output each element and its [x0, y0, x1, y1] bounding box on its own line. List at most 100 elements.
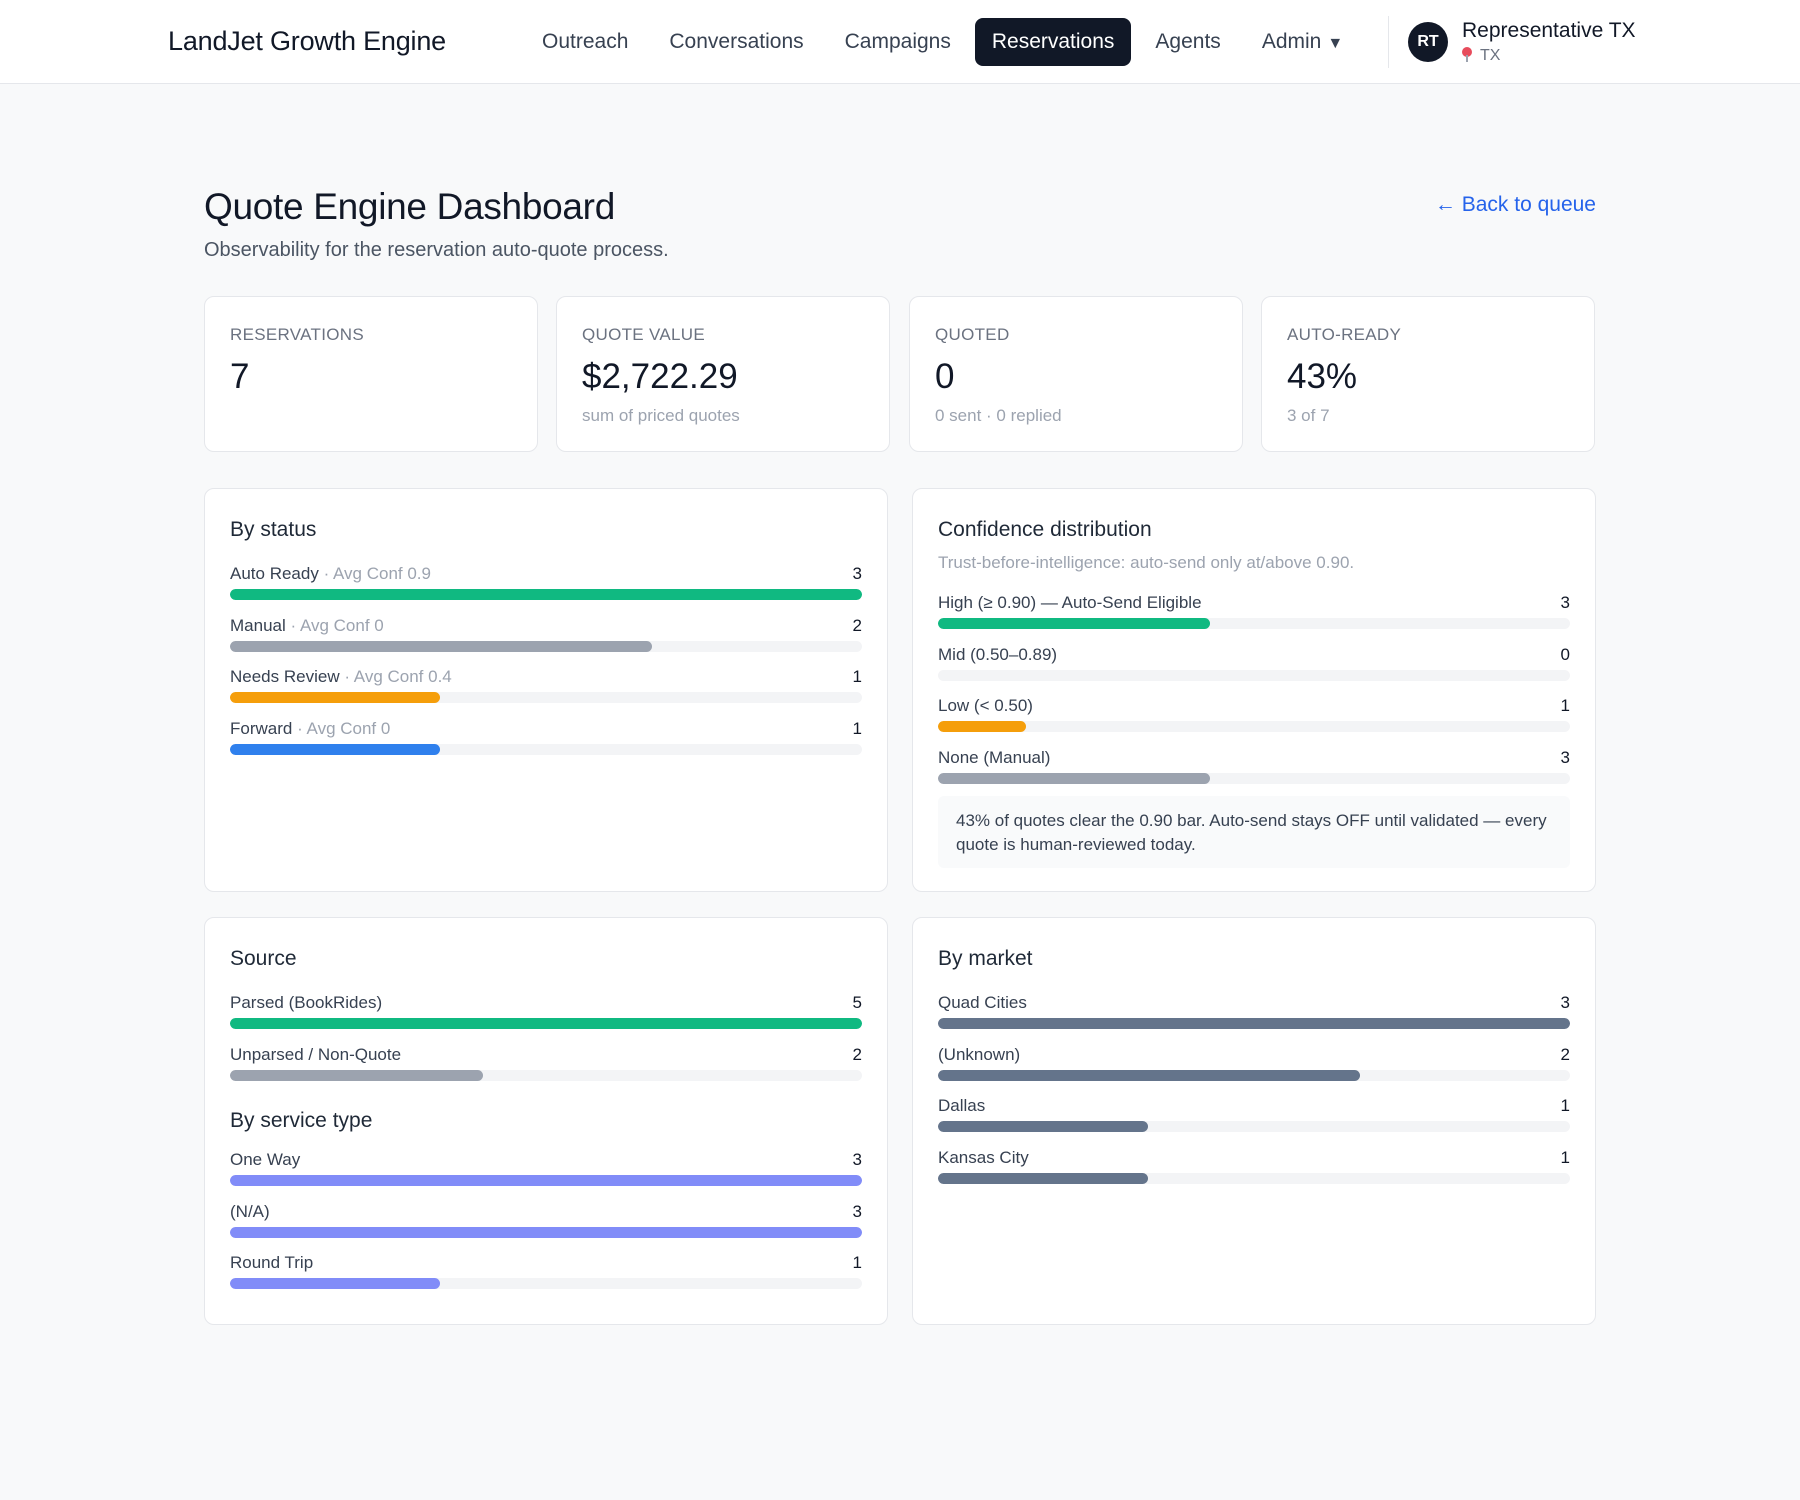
- bar-fill: [938, 772, 1210, 784]
- bar-count: 1: [852, 667, 862, 686]
- bar-count: 3: [1560, 593, 1570, 612]
- bar-label-text: Needs Review: [230, 667, 340, 686]
- bar-label-text: Kansas City: [938, 1147, 1029, 1167]
- bar-count: 3: [852, 564, 862, 583]
- bar-track: [230, 1018, 862, 1029]
- stat-value: 7: [230, 357, 250, 396]
- bar-count: 0: [1560, 644, 1570, 664]
- stat-value: 0: [935, 357, 955, 396]
- bar-label-text: Dallas: [938, 1096, 986, 1115]
- stat-subtext: 0 sent · 0 replied: [935, 406, 1062, 425]
- bar-row: (N/A) 3: [230, 1202, 862, 1246]
- bar-row: Auto Ready · Avg Conf 0.9 3: [230, 564, 862, 608]
- source-panel: Source Parsed (BookRides) 5 Unparsed / Non…: [204, 917, 888, 1325]
- bar-track: [230, 1175, 862, 1186]
- nav-agents[interactable]: Agents: [1155, 30, 1221, 53]
- bar-row: Kansas City 1: [938, 1148, 1570, 1192]
- bar-count: 1: [1560, 1147, 1570, 1167]
- bar-track: [230, 1278, 862, 1289]
- nav-admin-dropdown[interactable]: Admin ▼: [1245, 18, 1360, 66]
- bar-label-text: Forward: [230, 718, 293, 738]
- bar-count: 2: [1560, 1044, 1570, 1064]
- bar-count: 2: [852, 1044, 862, 1064]
- bar-count: 3: [852, 1201, 862, 1221]
- bar-row: Needs Review · Avg Conf 0.4 1: [230, 667, 862, 711]
- bar-fill: [938, 618, 1210, 629]
- nav-campaigns[interactable]: Campaigns: [844, 30, 951, 53]
- panel-title: By market: [938, 947, 1033, 970]
- bar-track: [938, 1018, 1570, 1029]
- bar-label-detail: Avg Conf 0.4: [353, 667, 452, 686]
- bar-fill: [230, 743, 441, 755]
- bar-label: Dallas: [938, 1096, 985, 1116]
- bar-track: [938, 721, 1570, 732]
- panel-title: Confidence distribution: [938, 518, 1152, 541]
- page-title: Quote Engine Dashboard: [204, 186, 615, 227]
- user-location: TX: [1462, 47, 1500, 65]
- bar-label: Auto Ready · Avg Conf 0.9: [230, 564, 431, 584]
- bar-label: None (Manual): [938, 748, 1050, 768]
- bar-count: 1: [1560, 1096, 1570, 1115]
- bar-track: [230, 589, 862, 600]
- avatar[interactable]: RT: [1408, 22, 1448, 62]
- nav-outreach[interactable]: Outreach: [542, 30, 629, 53]
- bar-fill: [230, 1069, 483, 1081]
- separator-dot: ·: [339, 667, 354, 686]
- bar-count: 2: [852, 615, 862, 635]
- bar-fill: [230, 640, 652, 652]
- bar-label-text: Quad Cities: [938, 993, 1027, 1012]
- stat-card-auto-ready: AUTO-READY 43% 3 of 7: [1261, 296, 1595, 452]
- bar-label-detail: Avg Conf 0: [299, 615, 384, 635]
- bar-label-text: Round Trip: [230, 1253, 314, 1272]
- bar-track: [938, 1121, 1570, 1132]
- bar-label-text: None (Manual): [938, 747, 1051, 767]
- bar-fill: [230, 1226, 862, 1238]
- stat-label: QUOTE VALUE: [582, 325, 705, 344]
- nav-divider: [1388, 16, 1389, 68]
- panel-title: By status: [230, 518, 317, 541]
- bar-row: Round Trip 1: [230, 1253, 862, 1297]
- bar-track: [938, 1069, 1570, 1081]
- bar-row: Dallas 1: [938, 1096, 1570, 1140]
- bar-fill: [938, 1121, 1149, 1132]
- bar-label: (N/A): [230, 1202, 270, 1222]
- stat-value: 43%: [1287, 357, 1358, 396]
- user-name: Representative TX: [1462, 19, 1636, 42]
- bar-row: Low (< 0.50) 1: [938, 696, 1570, 740]
- bar-label: Forward · Avg Conf 0: [230, 719, 390, 739]
- stat-card-reservations: RESERVATIONS 7: [204, 296, 538, 452]
- bar-label: One Way: [230, 1150, 300, 1170]
- bar-row: Parsed (BookRides) 5: [230, 993, 862, 1037]
- nav-conversations[interactable]: Conversations: [669, 30, 804, 53]
- brand-name[interactable]: LandJet Growth Engine: [168, 26, 446, 56]
- bar-track: [938, 618, 1570, 629]
- bar-label-text: Auto Ready: [230, 564, 319, 583]
- bar-label-text: (N/A): [230, 1201, 270, 1221]
- stat-label: QUOTED: [935, 325, 1010, 344]
- bar-fill: [938, 1069, 1360, 1081]
- bar-label-text: Manual: [230, 615, 286, 635]
- bar-track: [230, 743, 862, 755]
- nav-reservations[interactable]: Reservations: [974, 18, 1132, 66]
- bar-label: Unparsed / Non-Quote: [230, 1045, 401, 1065]
- bar-label: Kansas City: [938, 1148, 1029, 1168]
- bar-label: Mid (0.50–0.89): [938, 645, 1057, 665]
- user-location-label: TX: [1480, 47, 1501, 64]
- page-subtitle: Observability for the reservation auto-q…: [204, 239, 669, 261]
- main-nav: Outreach Conversations Campaigns Reserva…: [525, 18, 1367, 66]
- confidence-distribution-panel: Confidence distribution Trust-before-int…: [912, 488, 1596, 892]
- bar-count: 1: [852, 718, 862, 738]
- bar-fill: [938, 1018, 1570, 1029]
- separator-dot: ·: [318, 564, 334, 583]
- bar-count: 5: [852, 993, 862, 1012]
- bar-row: None (Manual) 3: [938, 748, 1570, 792]
- bar-track: [938, 1172, 1570, 1184]
- location-pin-icon: [1462, 47, 1472, 62]
- bar-fill: [938, 721, 1027, 732]
- bar-track: [230, 1069, 862, 1081]
- bar-row: Quad Cities 3: [938, 993, 1570, 1037]
- back-to-queue-link[interactable]: ← Back to queue: [1434, 193, 1596, 216]
- bar-fill: [230, 589, 862, 600]
- by-market-panel: By market Quad Cities 3 (Unknown) 2 Dallas 1 K…: [912, 917, 1596, 1325]
- bar-count: 1: [1560, 696, 1570, 715]
